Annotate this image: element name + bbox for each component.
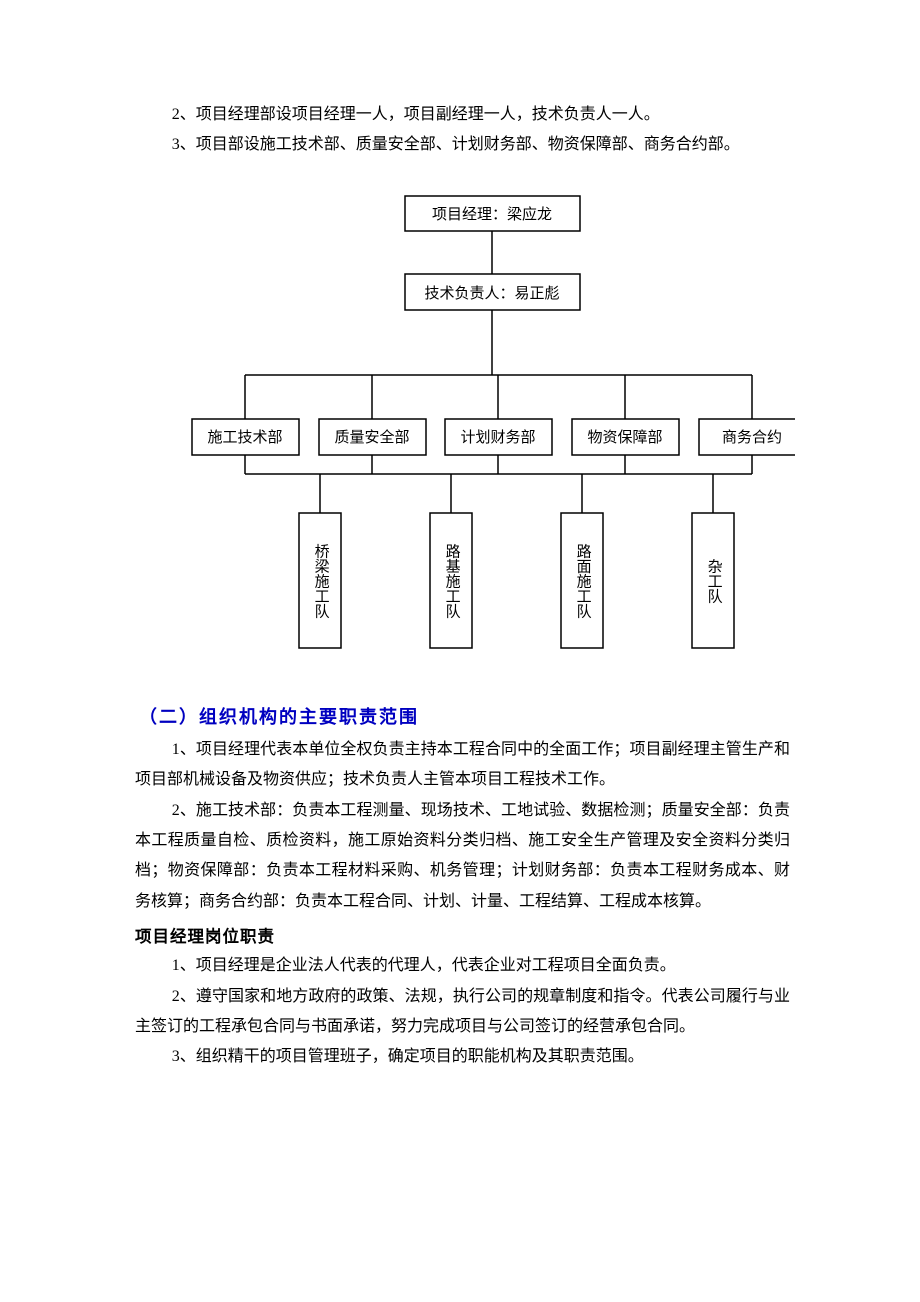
team-1: 桥梁施工队: [313, 543, 330, 618]
intro-p2: 3、项目部设施工技术部、质量安全部、计划财务部、物资保障部、商务合约部。: [135, 130, 790, 160]
intro-p1: 2、项目经理部设项目经理一人，项目副经理一人，技术负责人一人。: [135, 100, 790, 130]
org-chart: 项目经理：梁应龙 技术负责人：易正彪 施工技术部 质量安全部 计划财务部 物资保…: [135, 191, 795, 681]
section2-p1: 1、项目经理代表本单位全权负责主持本工程合同中的全面工作；项目副经理主管生产和项…: [135, 735, 790, 796]
dept-3: 计划财务部: [460, 429, 535, 446]
pm-p2: 2、遵守国家和地方政府的政策、法规，执行公司的规章制度和指令。代表公司履行与业主…: [135, 982, 790, 1043]
pm-title: 项目经理岗位职责: [135, 923, 790, 947]
dept-4: 物资保障部: [587, 428, 662, 446]
pm-p3: 3、组织精干的项目管理班子，确定项目的职能机构及其职责范围。: [135, 1042, 790, 1072]
section2-p2: 2、施工技术部：负责本工程测量、现场技术、工地试验、数据检测；质量安全部：负责本…: [135, 796, 790, 918]
dept-5: 商务合约: [722, 429, 782, 446]
team-4: 杂工队: [706, 558, 723, 603]
section2-title: （二）组织机构的主要职责范围: [139, 703, 790, 729]
pm-p1: 1、项目经理是企业法人代表的代理人，代表企业对工程项目全面负责。: [135, 951, 790, 981]
dept-2: 质量安全部: [334, 428, 409, 446]
org-second-text: 技术负责人：易正彪: [424, 285, 559, 302]
dept-1: 施工技术部: [207, 429, 282, 446]
team-2: 路基施工队: [444, 543, 461, 618]
team-3: 路面施工队: [575, 543, 592, 618]
org-top-text: 项目经理：梁应龙: [432, 205, 552, 223]
